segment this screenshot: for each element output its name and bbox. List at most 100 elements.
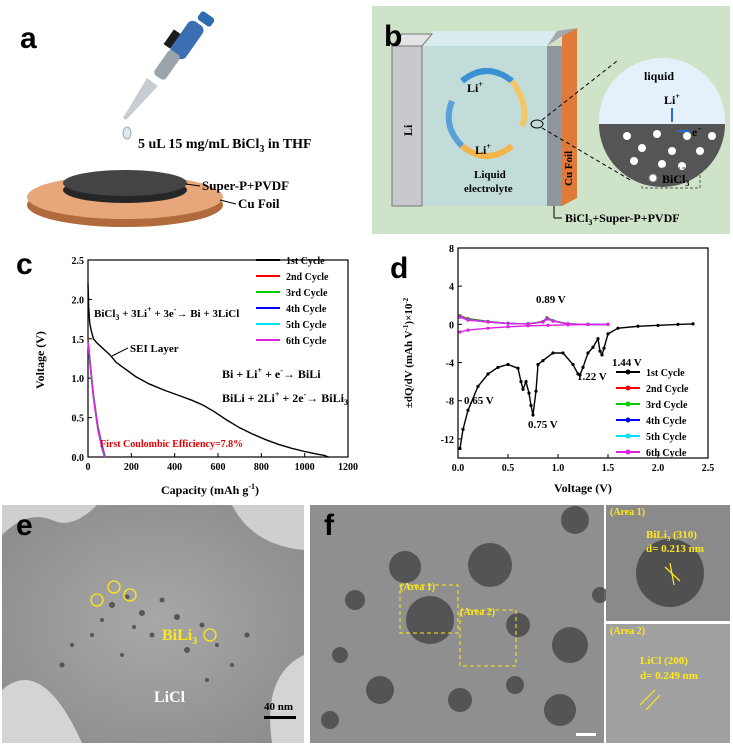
x-tick-label: 1.0 — [552, 463, 565, 474]
svg-text:Li: Li — [401, 124, 415, 136]
tem-image-e — [2, 505, 304, 743]
zoom-liquid-label: liquid — [644, 69, 674, 83]
y-tick-label: -12 — [441, 435, 454, 446]
data-point — [606, 332, 610, 336]
data-point — [598, 349, 602, 353]
electrolyte-label-1: Liquid — [474, 169, 506, 181]
layer-label-cu-foil: Cu Foil — [238, 196, 280, 211]
data-point — [486, 320, 490, 324]
inset2-line1: LiCl (200) — [640, 655, 688, 667]
legend-entry: 5th Cycle — [286, 320, 327, 331]
li-ion-bottom: Li+ — [475, 142, 491, 157]
svg-text:Cu Foil: Cu Foil — [563, 151, 575, 186]
data-point — [519, 380, 523, 384]
arrow-icon — [460, 68, 514, 84]
pipette-label: 5 uL 15 mg/mL BiCl3 in THF — [138, 137, 312, 155]
pipette-icon — [123, 11, 215, 120]
bottom-label: BiCl3+Super-P+PVDF — [565, 211, 680, 227]
droplet-icon — [122, 126, 132, 140]
panel-e-label: e — [16, 509, 33, 542]
legend-entry: 5th Cycle — [646, 432, 687, 443]
legend-marker — [625, 449, 631, 455]
panel-f-label: f — [324, 509, 334, 542]
data-point — [602, 346, 606, 350]
x-axis-label: Voltage (V) — [554, 481, 612, 495]
panel-b: b Li Cu Foil Li+ Li+ Liquid electrolyte — [372, 6, 730, 234]
data-point — [524, 380, 528, 384]
panel-b-label: b — [384, 20, 403, 53]
data-point — [586, 322, 590, 327]
panel-a: a 5 uL 15 mg/mL BiCl3 in THF Super-P+PVD… — [0, 0, 370, 235]
dqdv-chart: 0.0 0.5 1.0 1.5 2.0 2.5 -12 -8 -4 0 4 8 1st Cycle 2nd… — [402, 244, 714, 495]
x-tick-label: 0 — [86, 462, 91, 473]
y-tick-label: 0 — [449, 320, 454, 331]
scale-bar-label: 40 nm — [264, 701, 294, 713]
y-tick-label: 2.0 — [72, 295, 85, 306]
scale-bar — [264, 716, 296, 719]
inset2-line2: d= 0.249 nm — [640, 670, 698, 682]
data-point — [561, 351, 565, 355]
data-point — [529, 403, 533, 408]
annotation-coulombic: First Coulombic Efficiency=7.8% — [100, 439, 243, 450]
peak-label: 0.65 V — [464, 395, 494, 407]
data-point — [551, 351, 555, 355]
layer-label-super-p: Super-P+PVDF — [202, 178, 289, 193]
legend-marker — [625, 401, 631, 407]
carbon-layer — [63, 170, 187, 196]
data-point — [458, 315, 462, 319]
data-point — [506, 321, 510, 326]
data-point — [596, 337, 600, 341]
zoom-li-label: Li+ — [664, 92, 680, 107]
panel-c: c 0 200 400 600 800 1000 1200 0.0 0.5 1.0 1.5 2.0 2.… — [0, 240, 370, 502]
data-point — [676, 322, 680, 326]
panel-e: e BiLi3 LiCl 40 nm — [2, 505, 304, 743]
legend-entry: 3rd Cycle — [286, 288, 328, 299]
panel-c-label: c — [16, 248, 33, 281]
data-point — [534, 389, 538, 393]
data-point — [586, 351, 590, 355]
legend-marker — [625, 369, 631, 375]
inset1-line2: d= 0.213 nm — [646, 543, 704, 555]
x-tick-label: 1200 — [338, 462, 358, 473]
data-point — [486, 326, 490, 330]
x-tick-label: 600 — [211, 462, 226, 473]
data-point — [466, 318, 470, 322]
x-tick-label: 2.0 — [652, 463, 665, 474]
legend-entry: 2nd Cycle — [646, 384, 689, 395]
area2-tag: (Area 2) — [460, 607, 496, 618]
legend-entry: 6th Cycle — [646, 448, 687, 459]
data-point — [636, 324, 640, 328]
panel-b-figure: Li Cu Foil Li+ Li+ Liquid electrolyte — [390, 28, 725, 227]
tem-image-f — [310, 505, 730, 743]
x-axis-label: Capacity (mAh g-1) — [161, 482, 259, 497]
legend-entry: 6th Cycle — [286, 336, 327, 347]
data-point — [541, 320, 545, 324]
plot-frame — [457, 247, 709, 459]
phase-label-licl: LiCl — [154, 689, 186, 706]
y-tick-label: 0.5 — [72, 414, 85, 425]
x-tick-label: 800 — [254, 462, 269, 473]
series-line — [87, 283, 329, 458]
legend-marker — [625, 385, 631, 391]
data-point — [600, 353, 604, 357]
legend-entry: 3rd Cycle — [646, 400, 688, 411]
annotation-arrow — [111, 347, 129, 357]
inset1-tag: (Area 1) — [610, 507, 646, 518]
panel-f: f (Area 1) (Area 2) (Area 1) BiLi3 (310)… — [310, 505, 730, 743]
inset-area2 — [606, 624, 730, 743]
annotation-reaction-3: BiLi + 2Li+ + 2e-→ BiLi3 — [222, 390, 348, 407]
peak-label: 1.44 V — [612, 357, 642, 369]
data-point — [551, 319, 555, 323]
data-point — [466, 328, 470, 332]
data-point — [458, 446, 462, 451]
electrolyte-label-2: electrolyte — [464, 183, 513, 195]
y-tick-label: -8 — [446, 397, 454, 408]
y-tick-label: 1.0 — [72, 374, 85, 385]
legend-entry: 1st Cycle — [286, 256, 325, 267]
y-tick-label: 1.5 — [72, 335, 85, 346]
data-point — [506, 325, 510, 329]
panel-d-label: d — [390, 252, 409, 285]
legend-entry: 4th Cycle — [646, 416, 687, 427]
annotation-sei: SEI Layer — [130, 343, 179, 355]
area2-box — [459, 609, 517, 667]
